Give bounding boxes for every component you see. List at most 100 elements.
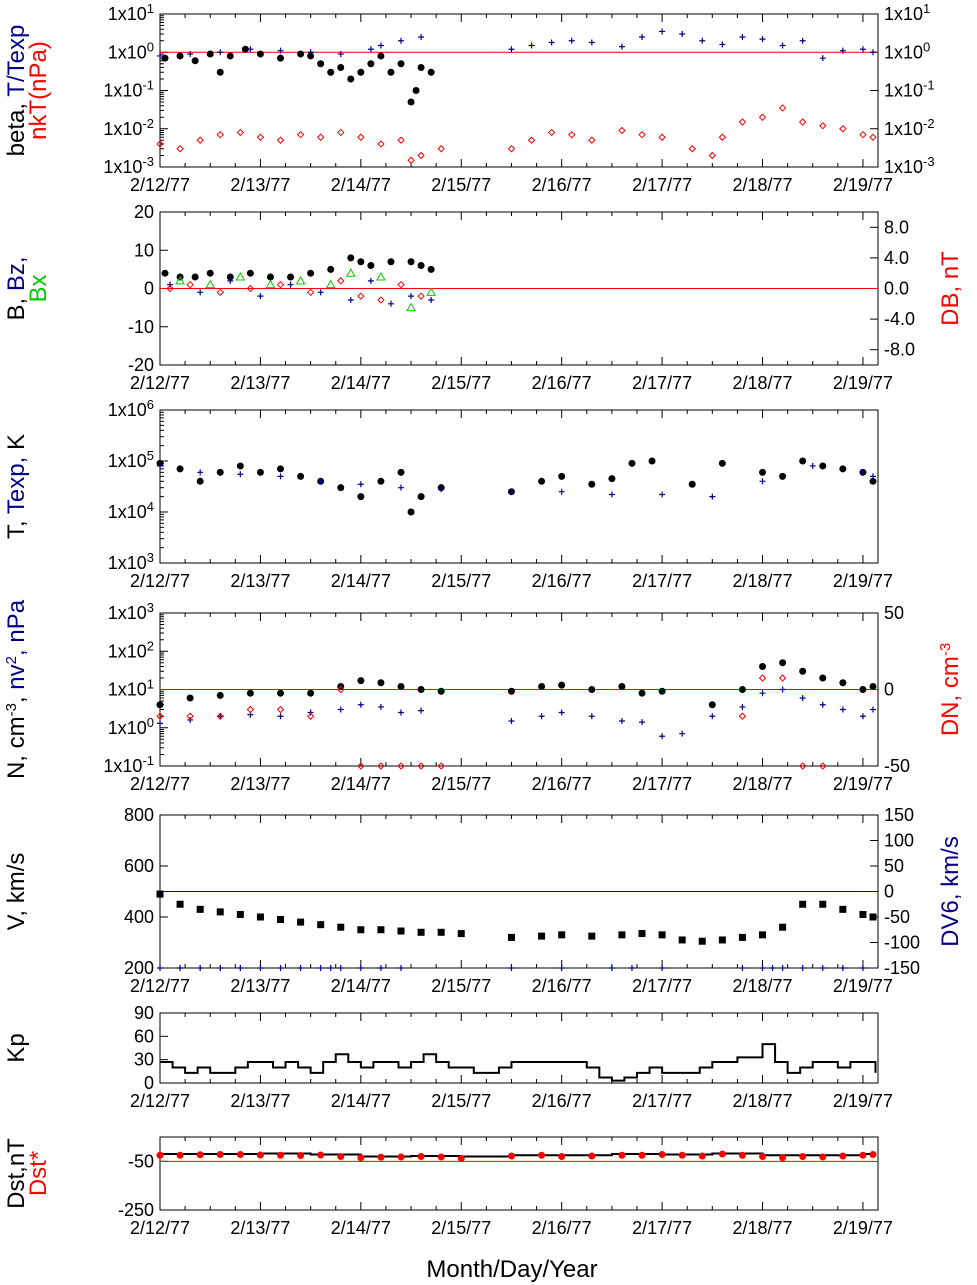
- data-point: [709, 493, 716, 500]
- data-point: [277, 965, 284, 971]
- y-axis-title-dst-line1: Dst,nT: [3, 1138, 30, 1209]
- plot-frame-beta: [159, 13, 879, 168]
- data-point: [307, 52, 315, 60]
- panel-velocity: 2/12/77 2/13/77 2/14/77 2/15/77 2/16/77 2/17/…: [3, 805, 964, 996]
- x-tick-label: 2/14/77: [331, 175, 391, 195]
- data-point: [819, 701, 826, 708]
- data-point: [161, 269, 169, 277]
- y-axis-title-part: nkT(nPa): [25, 41, 52, 140]
- data-point: [558, 488, 565, 495]
- data-point: [799, 37, 806, 44]
- x-tick-label: 2/18/77: [732, 1091, 792, 1111]
- data-point: [638, 930, 646, 938]
- data-point: [799, 457, 807, 465]
- data-point: [317, 478, 324, 485]
- data-point: [859, 46, 866, 53]
- data-point: [377, 1153, 385, 1161]
- data-point: [588, 713, 595, 720]
- data-point: [197, 469, 204, 476]
- data-point: [779, 923, 787, 931]
- data-point: [859, 910, 867, 918]
- y-axis-title-part: ,: [3, 690, 30, 703]
- data-point: [507, 933, 515, 941]
- y-axis-title-temperature-line1: T, Texp, K: [3, 434, 30, 539]
- y-axis-title-part: Dst,nT: [3, 1138, 30, 1209]
- data-point: [608, 491, 615, 498]
- data-point: [739, 965, 746, 971]
- x-tick-label: 2/12/77: [130, 1218, 190, 1238]
- data-point: [799, 900, 807, 908]
- data-point: [437, 928, 445, 936]
- x-tick-label: 2/19/77: [833, 1091, 893, 1111]
- data-point: [337, 63, 345, 71]
- x-tick-label: 2/15/77: [431, 976, 491, 996]
- data-point: [839, 47, 846, 54]
- panel-beta: 2/12/77 2/13/77 2/14/77 2/15/77 2/16/77 2/17/…: [3, 1, 935, 195]
- y-axis-title-part: nv: [3, 664, 30, 689]
- y-tick-label: 1x103: [108, 550, 154, 573]
- data-point: [241, 45, 249, 53]
- data-point: [277, 473, 284, 480]
- data-point: [718, 133, 727, 141]
- data-point: [507, 687, 515, 695]
- data-point: [558, 965, 565, 971]
- x-tick-label: 2/15/77: [431, 373, 491, 393]
- data-point: [337, 1152, 345, 1160]
- y-tick-label: 90: [134, 1003, 154, 1023]
- data-point: [457, 930, 465, 938]
- data-point: [186, 280, 194, 289]
- data-point: [759, 690, 766, 697]
- data-point: [226, 52, 234, 60]
- right-axis-title-magnetic: DB, nT: [937, 251, 964, 326]
- data-point: [307, 689, 315, 697]
- data-point: [678, 936, 686, 944]
- data-point: [196, 477, 204, 485]
- data-point: [547, 128, 556, 137]
- data-point: [638, 130, 646, 139]
- data-point: [417, 151, 425, 160]
- data-point: [859, 713, 866, 720]
- data-point: [758, 674, 767, 682]
- series-beta-black: [161, 45, 435, 106]
- data-point: [608, 965, 615, 971]
- data-point: [408, 293, 415, 300]
- data-point: [809, 462, 816, 469]
- data-point: [377, 296, 385, 304]
- data-point: [407, 156, 415, 164]
- right-y-tick-label: 1x101: [884, 1, 930, 24]
- y-axis-title-part: N, cm: [3, 716, 30, 779]
- data-point: [739, 703, 746, 710]
- x-tick-label: 2/14/77: [331, 373, 391, 393]
- data-point: [156, 1151, 164, 1159]
- data-point: [216, 68, 224, 76]
- y-axis-title-beta-line1: beta, T/Texp: [3, 25, 30, 157]
- y-axis-title-part: Texp,: [3, 450, 30, 514]
- data-point: [157, 52, 163, 59]
- data-point: [718, 459, 726, 467]
- data-point: [197, 965, 204, 971]
- data-point: [161, 54, 169, 62]
- right-y-tick-label: -50: [884, 756, 910, 776]
- data-point: [337, 484, 345, 492]
- data-point: [265, 279, 276, 289]
- data-point: [839, 965, 846, 971]
- y-tick-label: 1x100: [108, 715, 154, 738]
- data-point: [659, 491, 666, 498]
- data-point: [427, 265, 435, 273]
- data-point: [839, 679, 847, 687]
- data-point: [417, 1152, 425, 1160]
- series-velocity-blue: [157, 965, 866, 971]
- right-y-tick-label: 100: [884, 831, 914, 851]
- y-tick-label: -20: [128, 355, 154, 375]
- data-point: [659, 733, 666, 740]
- data-point: [398, 965, 405, 971]
- series-magnetic-black: [161, 254, 435, 281]
- data-point: [708, 151, 717, 160]
- data-point: [337, 128, 345, 137]
- data-point: [759, 662, 767, 670]
- y-tick-label: 1x105: [108, 448, 154, 471]
- x-tick-label: 2/16/77: [532, 571, 592, 591]
- y-tick-label: 20: [134, 202, 154, 222]
- data-point: [156, 140, 164, 148]
- series-line: [160, 1152, 873, 1158]
